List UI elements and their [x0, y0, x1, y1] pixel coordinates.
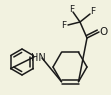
Text: F: F: [69, 4, 75, 13]
Text: O: O: [99, 27, 107, 37]
Text: HN: HN: [31, 53, 45, 63]
Text: F: F: [61, 21, 67, 30]
Text: F: F: [90, 8, 96, 17]
